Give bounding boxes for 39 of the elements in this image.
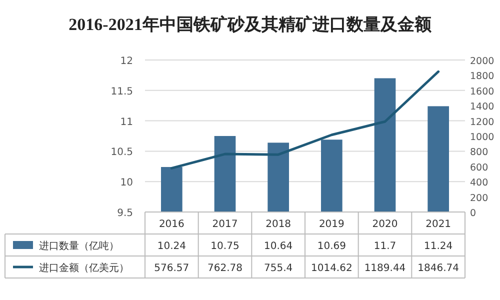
x-tick-label: 2016 (158, 219, 184, 230)
y2-tick-label: 1400 (470, 102, 494, 113)
y2-tick-label: 600 (470, 162, 488, 174)
data-label: 755.4 (264, 263, 293, 274)
x-tick-label: 2019 (318, 219, 344, 230)
y2-tick-label: 0 (470, 208, 476, 219)
data-label: 1014.62 (310, 263, 352, 274)
legend-label: 进口数量（亿吨） (39, 240, 119, 252)
y2-tick-label: 200 (470, 192, 488, 204)
data-label: 10.24 (157, 241, 186, 252)
chart-title: 2016-2021年中国铁矿砂及其精矿进口数量及金额 (68, 15, 432, 34)
y-tick-label: 9.5 (117, 208, 133, 219)
y2-tick-label: 1600 (470, 86, 494, 98)
x-tick-label: 2017 (212, 219, 238, 230)
data-label: 576.57 (154, 263, 190, 274)
x-tick-label: 2021 (426, 219, 452, 230)
data-label: 11.7 (374, 241, 396, 252)
data-label: 1846.74 (418, 263, 460, 274)
y2-tick-label: 400 (470, 178, 488, 189)
y-tick-label: 11.5 (110, 86, 133, 98)
y-tick-label: 10 (120, 178, 133, 189)
data-label: 1189.44 (364, 263, 406, 274)
y2-tick-label: 1200 (470, 116, 494, 128)
x-tick-label: 2018 (266, 219, 292, 230)
x-tick-label: 2020 (372, 219, 398, 230)
data-label: 10.75 (210, 241, 240, 252)
y2-tick-label: 1800 (470, 71, 494, 82)
line-series (170, 70, 440, 170)
y2-tick-label: 800 (470, 147, 488, 158)
y-tick-label: 12 (120, 56, 133, 67)
legend-label: 进口金额（亿美元） (39, 262, 129, 274)
data-label: 10.69 (317, 241, 346, 252)
data-label: 10.64 (264, 241, 293, 252)
y-tick-label: 11 (120, 116, 133, 128)
y2-tick-label: 2000 (470, 56, 494, 67)
y-tick-label: 10.5 (110, 147, 133, 158)
data-label: 762.78 (208, 263, 242, 274)
data-label: 11.24 (424, 241, 453, 252)
y2-tick-label: 1000 (470, 132, 494, 143)
